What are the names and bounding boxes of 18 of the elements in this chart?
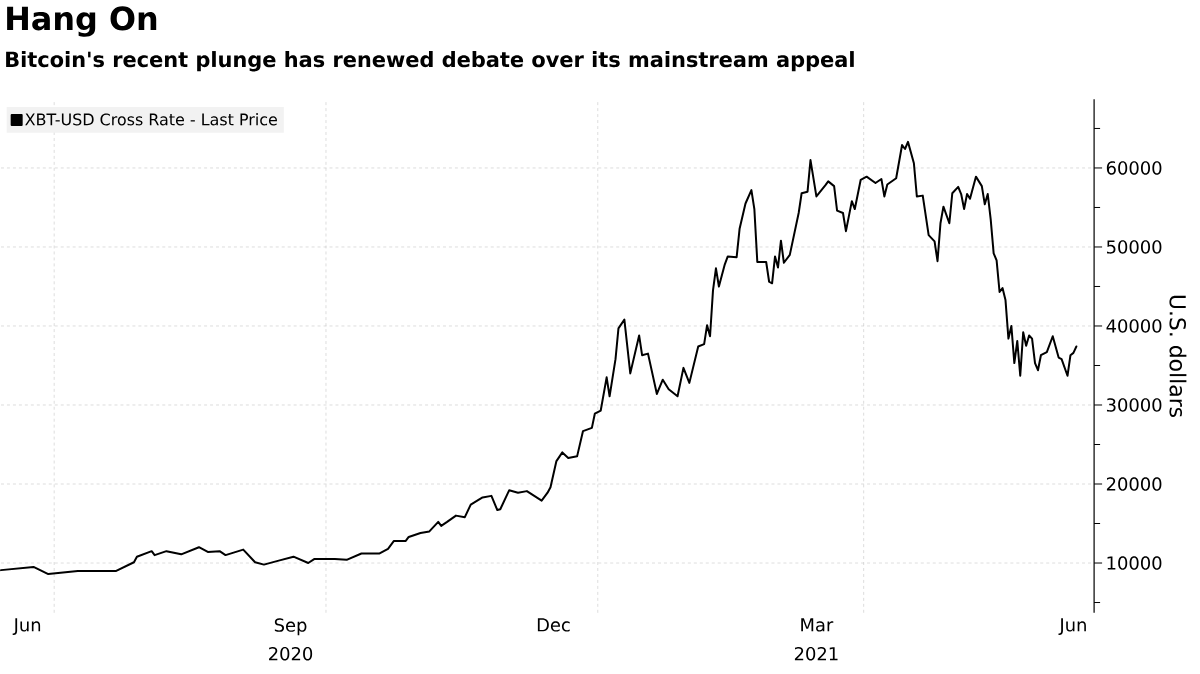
y-tick-label: 40000 xyxy=(1106,319,1162,333)
y-tick-label: 60000 xyxy=(1106,160,1162,175)
chart-subtitle: Bitcoin's recent plunge has renewed debate over its mainstream appeal xyxy=(6,50,854,72)
text: 2021 xyxy=(794,646,838,661)
y-tick-label: 50000 xyxy=(1107,239,1162,254)
chart-title: Hang On xyxy=(7,6,157,37)
text: 2020 xyxy=(269,646,313,661)
x-tick-label: Jun xyxy=(1058,618,1086,635)
line-series xyxy=(0,140,1078,575)
y-axis-title: U.S. dollars xyxy=(1169,295,1187,417)
y-tick-label: 30000 xyxy=(1106,398,1162,412)
x-tick-label: Dec xyxy=(537,618,570,632)
y-tick-label: 10000 xyxy=(1107,556,1162,570)
y-tick-label: 20000 xyxy=(1106,477,1162,491)
x-tick-label: Sep xyxy=(274,618,307,636)
x-tick-label: Mar xyxy=(801,618,834,632)
x-tick-label: Jun xyxy=(12,618,41,635)
legend-label: XBT-USD Cross Rate - Last Price xyxy=(25,112,277,126)
